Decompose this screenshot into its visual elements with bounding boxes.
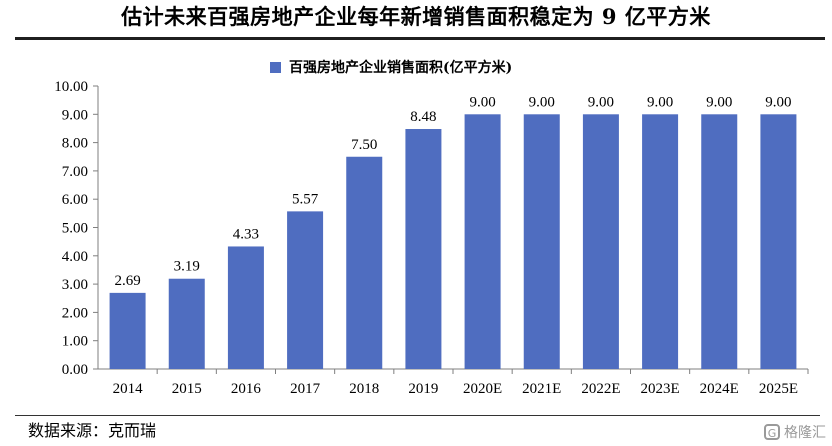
bar [287,211,324,369]
legend-swatch [270,61,281,73]
chart-legend: 百强房地产企业销售面积(亿平方米) [270,56,512,78]
source-divider [15,415,820,416]
gelonghui-logo-icon: G [764,424,780,440]
x-tick-label: 2014 [113,381,144,397]
chart-title: 估计未来百强房地产企业每年新增销售面积稳定为 9 亿平方米 [121,4,711,29]
bar [227,246,264,369]
x-tick-label: 2018 [349,381,379,397]
source-note: 数据来源：克而瑞 [28,421,157,440]
x-tick-label: 2021E [522,381,561,397]
x-tick-label: 2015 [172,381,202,397]
y-tick-label: 6.00 [62,192,88,208]
y-tick-label: 9.00 [62,107,88,123]
data-label: 5.57 [292,191,319,207]
y-tick-label: 4.00 [62,249,88,265]
x-tick-label: 2017 [290,381,321,397]
data-label: 7.50 [351,137,377,153]
bar [582,114,619,369]
y-tick-label: 7.00 [62,164,88,180]
x-tick-label: 2024E [700,381,739,397]
bar [464,114,501,369]
data-label: 8.48 [410,109,436,125]
x-tick-label: 2023E [640,381,679,397]
x-tick-label: 2025E [759,381,798,397]
watermark: G 格隆汇 [764,422,826,442]
data-label: 9.00 [706,94,732,110]
title-divider [15,37,825,40]
data-label: 9.00 [647,94,673,110]
bar [168,278,205,369]
bar [642,114,679,369]
bar [523,114,560,369]
x-tick-label: 2022E [581,381,620,397]
bar-chart: 0.00 1.00 2.00 3.00 4.00 5.00 6.00 7.00 8.00 9.00… [54,79,809,397]
bar [405,129,442,369]
y-tick-label: 0.00 [62,362,88,378]
watermark-text: 格隆汇 [784,425,826,441]
data-label: 3.19 [174,259,200,275]
data-label: 9.00 [529,94,555,110]
data-label: 9.00 [765,94,791,110]
bar [346,156,383,369]
bar [760,114,797,369]
y-tick-label: 5.00 [62,221,88,237]
legend-label: 百强房地产企业销售面积(亿平方米) [289,60,513,76]
data-label: 2.69 [114,273,140,289]
data-label: 9.00 [588,94,614,110]
data-label: 4.33 [233,226,259,242]
y-tick-label: 10.00 [54,79,88,95]
data-label: 9.00 [469,94,495,110]
x-tick-label: 2019 [408,381,438,397]
y-tick-label: 1.00 [62,334,88,350]
y-tick-label: 3.00 [62,277,88,293]
x-tick-label: 2016 [231,381,262,397]
y-tick-label: 2.00 [62,305,88,321]
x-tick-label: 2020E [463,381,502,397]
y-tick-label: 8.00 [62,136,88,152]
bar [109,292,146,369]
bar [701,114,738,369]
